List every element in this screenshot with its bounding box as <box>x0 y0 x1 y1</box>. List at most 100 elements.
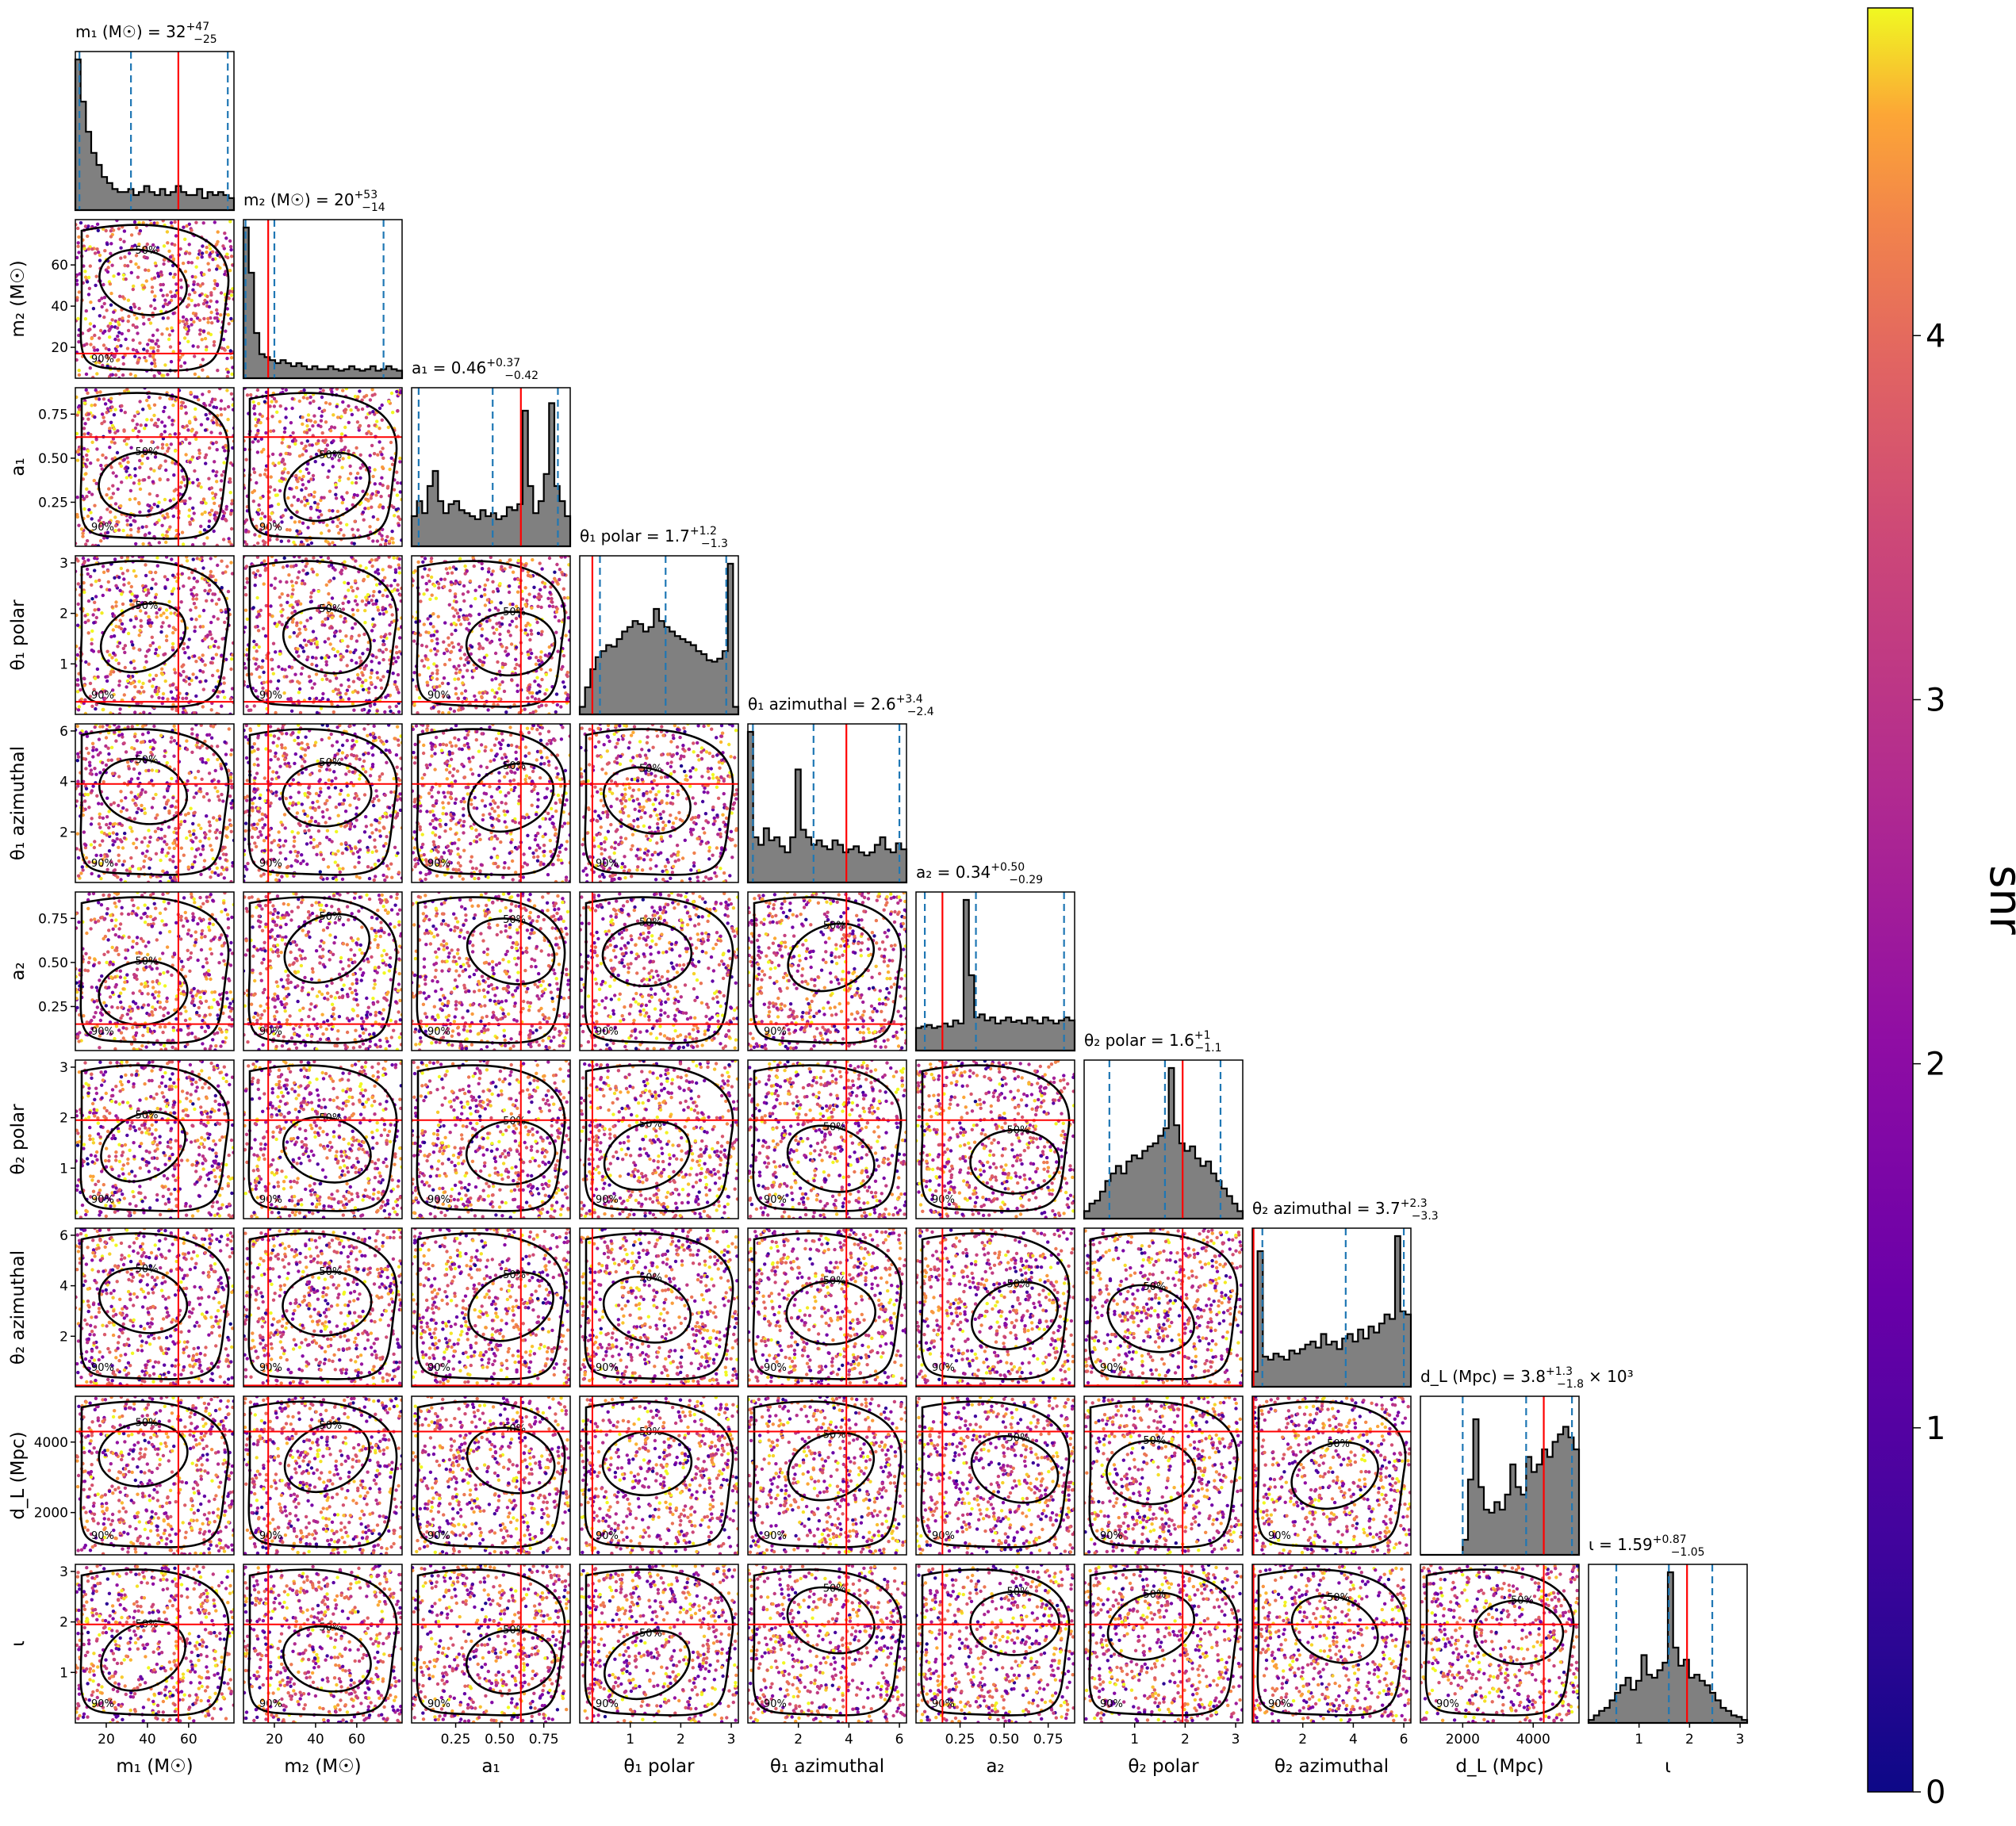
scatter-point <box>188 480 192 484</box>
scatter-point <box>255 480 259 485</box>
scatter-point <box>174 488 178 492</box>
scatter-point <box>325 653 329 658</box>
scatter-point <box>77 373 82 377</box>
scatter-point <box>213 316 217 320</box>
scatter-points: 90%50% <box>243 388 402 546</box>
scatter-point <box>121 362 125 366</box>
scatter-point <box>472 564 476 568</box>
scatter-point <box>228 697 233 701</box>
scatter-point <box>351 607 355 612</box>
scatter-point <box>327 601 331 605</box>
scatter-point <box>77 369 81 373</box>
scatter-point <box>113 515 117 519</box>
scatter-point <box>392 488 397 492</box>
scatter-point <box>229 561 233 565</box>
scatter-point <box>213 286 217 291</box>
scatter-point <box>256 542 260 546</box>
scatter-point <box>391 711 395 714</box>
scatter-point <box>163 575 167 579</box>
scatter-point <box>186 260 190 265</box>
scatter-point <box>155 504 160 508</box>
scatter-point <box>197 823 201 827</box>
scatter-point <box>341 802 345 806</box>
scatter-point <box>378 612 382 616</box>
scatter-point <box>443 577 447 581</box>
scatter-point <box>251 802 255 806</box>
scatter-point <box>121 846 125 850</box>
scatter-point <box>373 702 377 706</box>
scatter-point <box>99 862 103 866</box>
scatter-point <box>483 583 487 588</box>
scatter-point <box>324 836 329 840</box>
scatter-point <box>212 752 216 756</box>
scatter-point <box>347 697 351 701</box>
scatter-point <box>254 423 258 428</box>
scatter-point <box>530 632 534 636</box>
scatter-point <box>490 678 494 682</box>
scatter-point <box>516 558 520 563</box>
scatter-point <box>155 520 159 525</box>
scatter-point <box>100 421 104 426</box>
scatter-point <box>542 585 547 589</box>
scatter-point <box>173 220 177 224</box>
contour-90 <box>79 560 230 708</box>
scatter-point <box>286 564 289 568</box>
scatter-point <box>385 669 390 674</box>
scatter-point <box>113 373 118 377</box>
scatter-point <box>136 784 140 788</box>
scatter-point <box>228 491 232 495</box>
scatter-point <box>260 817 264 821</box>
scatter-point <box>274 790 278 794</box>
scatter-point <box>349 637 354 641</box>
panel-frame <box>243 387 403 547</box>
scatter-point <box>159 432 163 437</box>
scatter-point <box>282 556 286 560</box>
scatter-point <box>136 867 140 871</box>
scatter-point <box>172 724 176 728</box>
scatter-point <box>76 602 80 607</box>
scatter-point <box>190 543 195 546</box>
scatter-point <box>208 829 212 833</box>
scatter-point <box>500 616 504 620</box>
scatter-point <box>320 513 324 517</box>
scatter-point <box>109 745 114 749</box>
scatter-point <box>452 664 456 668</box>
scatter-point <box>528 648 532 652</box>
scatter-point <box>192 576 196 580</box>
scatter-point <box>94 388 98 392</box>
scatter-point <box>172 846 176 851</box>
scatter-point <box>244 457 248 461</box>
scatter-point <box>358 423 362 428</box>
scatter-point <box>178 485 182 489</box>
histogram-panel-a1: a₁ = 0.46+0.37 −0.42 <box>410 357 572 548</box>
scatter-point <box>131 287 135 292</box>
scatter-point <box>117 803 121 808</box>
scatter-point <box>154 648 159 652</box>
scatter-point <box>209 844 213 848</box>
scatter-point <box>201 281 205 286</box>
scatter-point <box>496 587 500 591</box>
scatter-point <box>121 602 125 607</box>
scatter-point <box>251 500 255 503</box>
scatter-point <box>348 472 353 476</box>
scatter-point <box>169 611 173 615</box>
scatter-point <box>335 404 339 408</box>
scatter-point <box>200 744 205 748</box>
scatter-point <box>199 500 204 504</box>
scatter-point <box>457 618 461 622</box>
scatter-point <box>94 396 98 400</box>
scatter-point <box>201 244 205 248</box>
scatter-point <box>377 572 381 576</box>
scatter-point <box>83 270 87 274</box>
scatter-point <box>97 822 102 826</box>
scatter-point <box>454 599 458 604</box>
scatter-point <box>106 356 110 360</box>
scatter-point <box>496 697 501 701</box>
scatter-point <box>104 456 108 460</box>
scatter-point <box>169 442 173 446</box>
scatter-point <box>217 779 220 783</box>
scatter-point <box>159 827 163 832</box>
scatter-point <box>187 829 192 834</box>
scatter-point <box>136 275 140 279</box>
scatter-point <box>355 420 360 424</box>
